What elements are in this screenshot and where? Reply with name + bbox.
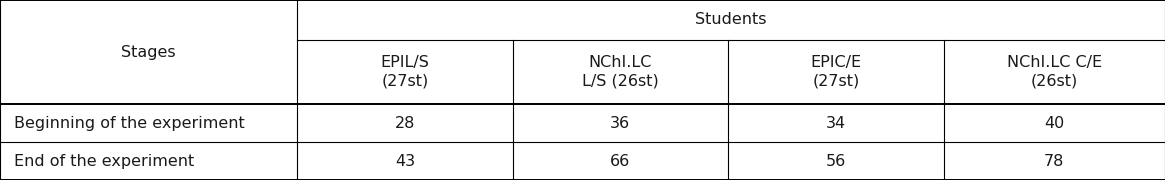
Text: EPIL/S
(27st): EPIL/S (27st) xyxy=(381,55,429,89)
Text: 36: 36 xyxy=(610,116,630,131)
Text: Students: Students xyxy=(696,12,767,27)
Text: Beginning of the experiment: Beginning of the experiment xyxy=(14,116,245,131)
Text: 78: 78 xyxy=(1044,154,1065,169)
Text: 43: 43 xyxy=(395,154,415,169)
Text: EPIC/E
(27st): EPIC/E (27st) xyxy=(811,55,861,89)
Text: Stages: Stages xyxy=(121,45,176,60)
Text: 56: 56 xyxy=(826,154,846,169)
Text: 66: 66 xyxy=(610,154,630,169)
Text: NChI.LC
L/S (26st): NChI.LC L/S (26st) xyxy=(582,55,658,89)
Text: NChI.LC C/E
(26st): NChI.LC C/E (26st) xyxy=(1007,55,1102,89)
Text: 34: 34 xyxy=(826,116,846,131)
Text: 40: 40 xyxy=(1044,116,1065,131)
Text: End of the experiment: End of the experiment xyxy=(14,154,195,169)
Text: 28: 28 xyxy=(395,116,415,131)
